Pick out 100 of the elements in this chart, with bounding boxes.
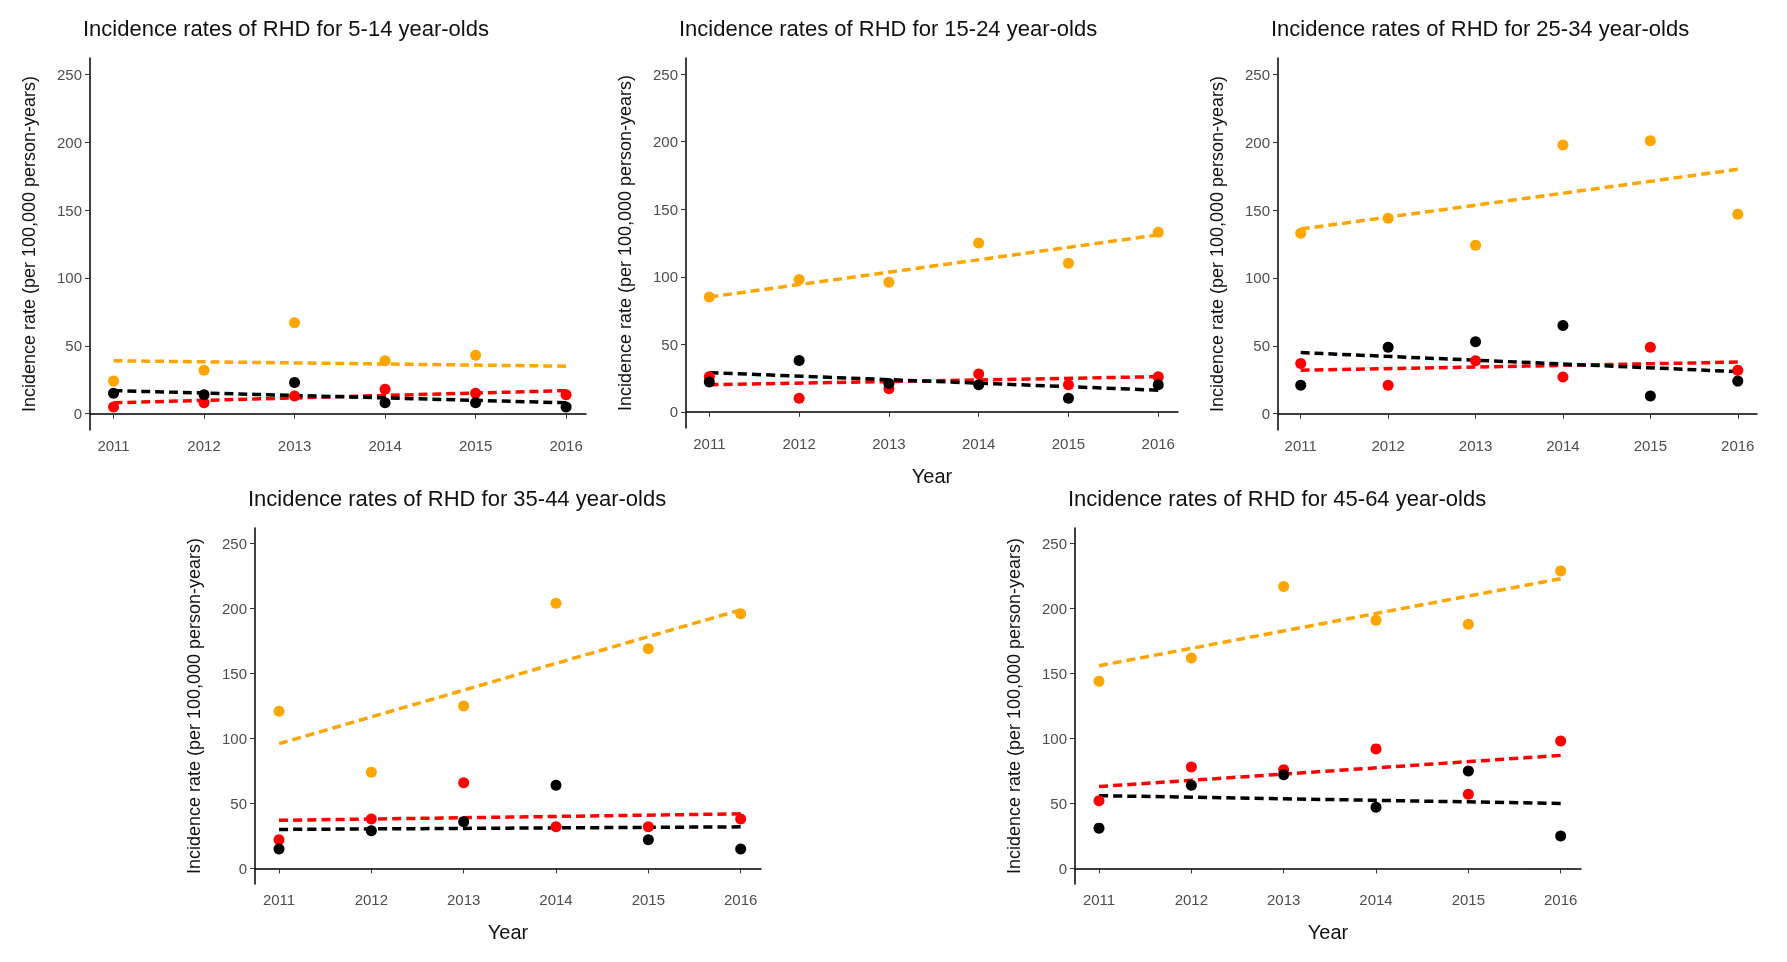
point (1295, 357, 1307, 369)
y-tick-label: 200 (1244, 133, 1270, 151)
point (1555, 735, 1567, 747)
point (642, 821, 654, 833)
x-tick-label: 2012 (1371, 437, 1405, 454)
point (735, 813, 747, 825)
x-tick-label: 2012 (187, 437, 221, 454)
point (458, 777, 470, 789)
point (560, 401, 572, 413)
y-tick-label: 0 (73, 405, 82, 423)
point (550, 779, 562, 791)
y-tick-label: 50 (1050, 794, 1067, 812)
y-tick-label: 50 (661, 335, 678, 353)
point (1093, 675, 1105, 687)
y-axis-title: Incidence rate (per 100,000 person-years) (19, 75, 39, 413)
y-tick-label: 100 (1244, 269, 1270, 287)
point (289, 376, 301, 388)
point (365, 813, 377, 825)
point (793, 273, 805, 285)
point (1152, 226, 1164, 238)
y-tick-label: 50 (65, 337, 82, 355)
point (1644, 390, 1656, 402)
point (1555, 565, 1567, 577)
point (1557, 139, 1569, 151)
point (1062, 392, 1074, 404)
x-axis-title: Year (911, 465, 953, 487)
y-tick-label: 150 (221, 665, 247, 683)
point (793, 392, 805, 404)
x-tick-label: 2011 (97, 437, 130, 454)
point (1555, 830, 1567, 842)
point (973, 237, 985, 249)
y-tick-label: 100 (652, 268, 678, 286)
point (1062, 257, 1074, 269)
point (1093, 822, 1105, 834)
x-tick-label: 2016 (1721, 437, 1755, 454)
point (1462, 618, 1474, 630)
point (470, 349, 482, 361)
x-tick-label: 2016 (1544, 891, 1578, 908)
y-tick-label: 100 (56, 269, 82, 287)
point (642, 643, 654, 655)
point (1295, 227, 1307, 239)
point (1644, 341, 1656, 353)
x-tick-label: 2013 (1266, 891, 1301, 908)
x-tick-label: 2013 (446, 891, 481, 908)
y-tick-label: 150 (56, 201, 82, 219)
y-axis-title: Incidence rate (per 100,000 person-years) (615, 74, 635, 412)
x-tick-label: 2012 (354, 891, 389, 908)
x-axis-title: Year (1307, 921, 1349, 943)
point (1185, 779, 1197, 791)
point (379, 397, 391, 409)
x-tick-label: 2013 (277, 437, 312, 454)
point (273, 843, 285, 855)
point (379, 355, 391, 367)
point (108, 375, 120, 387)
x-tick-label: 2014 (368, 437, 402, 454)
point (1370, 614, 1382, 626)
y-tick-label: 0 (1261, 405, 1270, 423)
y-tick-label: 100 (1041, 729, 1067, 747)
point (883, 377, 895, 389)
point (273, 705, 285, 717)
x-tick-label: 2016 (724, 891, 758, 908)
x-tick-label: 2012 (782, 435, 816, 452)
point (550, 821, 562, 833)
point (550, 597, 562, 609)
point (1093, 795, 1105, 807)
y-tick-label: 150 (652, 200, 678, 218)
point (1382, 212, 1394, 224)
x-tick-label: 2011 (262, 891, 296, 908)
point (458, 816, 470, 828)
point (289, 317, 301, 329)
point (1470, 355, 1482, 367)
point (470, 387, 482, 399)
point (973, 368, 985, 380)
y-tick-label: 250 (1244, 65, 1270, 83)
x-tick-label: 2015 (458, 437, 493, 454)
y-tick-label: 50 (1253, 337, 1270, 355)
y-tick-label: 250 (221, 535, 247, 553)
point (793, 354, 805, 366)
point (198, 364, 210, 376)
point (379, 383, 391, 395)
point (1557, 371, 1569, 383)
point (1382, 341, 1394, 353)
x-tick-label: 2014 (1546, 437, 1580, 454)
point (1278, 580, 1290, 592)
y-tick-label: 0 (669, 403, 678, 421)
x-tick-label: 2016 (549, 437, 583, 454)
y-tick-label: 100 (221, 729, 247, 747)
y-tick-label: 50 (230, 794, 247, 812)
y-tick-label: 150 (1244, 201, 1270, 219)
y-axis-title: Incidence rate (per 100,000 person-years) (184, 537, 204, 875)
x-tick-label: 2011 (693, 435, 726, 452)
chart-title: Incidence rates of RHD for 25-34 year-olds (1271, 15, 1690, 41)
y-tick-label: 0 (238, 859, 247, 877)
x-axis-title: Year (487, 921, 529, 943)
point (365, 766, 377, 778)
x-tick-label: 2014 (539, 891, 573, 908)
x-tick-label: 2014 (962, 435, 996, 452)
y-tick-label: 200 (56, 133, 82, 151)
chart-title: Incidence rates of RHD for 5-14 year-olds (83, 15, 489, 41)
y-tick-label: 0 (1058, 859, 1067, 877)
